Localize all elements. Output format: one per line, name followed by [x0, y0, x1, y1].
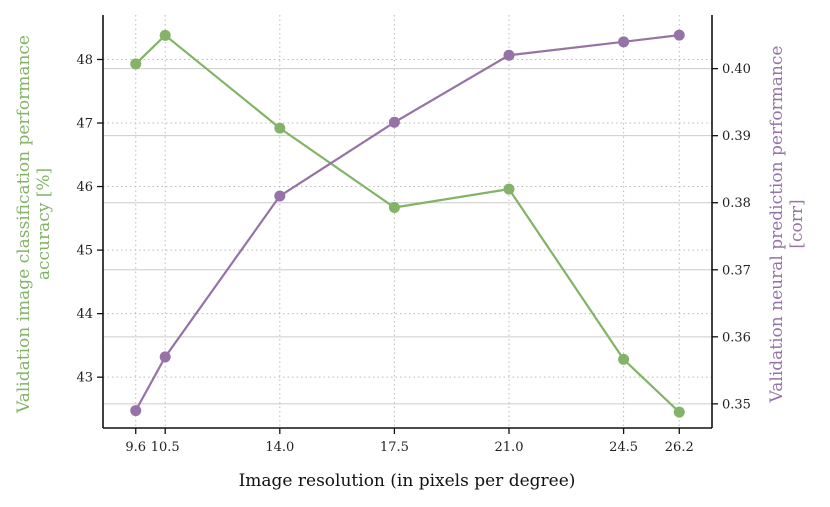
right-series-line — [134, 34, 680, 412]
right-series-point — [159, 351, 171, 363]
left-axis-title-line-2: accuracy [%] — [34, 168, 54, 280]
x-tick-label: 21.0 — [495, 440, 524, 455]
x-axis-title: Image resolution (in pixels per degree) — [239, 471, 576, 491]
x-tick-label: 26.2 — [665, 440, 694, 455]
left-y-tick-label: 46 — [76, 180, 93, 195]
right-y-tick-label: 0.35 — [722, 397, 751, 412]
right-axis-title-line-1: Validation neural prediction performance — [767, 46, 787, 404]
left-series-point — [274, 122, 286, 134]
right-axis-title-line-2: [corr] — [787, 199, 807, 248]
right-series-point — [503, 49, 515, 61]
left-y-tick-label: 48 — [76, 53, 93, 68]
left-series-point — [673, 406, 685, 418]
left-series-point — [159, 29, 171, 41]
left-y-tick-label: 45 — [76, 244, 93, 259]
right-series-point — [130, 405, 142, 417]
label-layer: Image resolution (in pixels per degree) … — [14, 35, 807, 491]
left-axis-title-line-1: Validation image classification performa… — [14, 35, 34, 414]
left-y-tick-label: 44 — [76, 307, 93, 322]
right-y-tick-label: 0.38 — [722, 196, 751, 211]
x-tick-label: 14.0 — [265, 440, 294, 455]
right-series-point — [673, 29, 685, 41]
x-tick-label: 24.5 — [609, 440, 638, 455]
left-series-line — [134, 34, 681, 413]
grid-layer — [103, 15, 712, 428]
left-y-tick-label: 43 — [76, 371, 93, 386]
right-y-tick-label: 0.36 — [722, 330, 751, 345]
left-series-point — [130, 58, 142, 70]
right-y-tick-label: 0.39 — [722, 129, 751, 144]
left-series-point — [503, 183, 515, 195]
right-y-tick-label: 0.37 — [722, 263, 751, 278]
x-tick-label: 10.5 — [151, 440, 180, 455]
axes-layer: 9.6 10.5 14.0 17.5 21.0 24.5 26.2 43 44 45 46 47 48 0… — [76, 15, 751, 455]
right-y-tick-label: 0.40 — [722, 62, 751, 77]
series-layer — [130, 29, 685, 418]
x-tick-label: 9.6 — [125, 440, 146, 455]
x-tick-label: 17.5 — [380, 440, 409, 455]
left-y-tick-label: 47 — [76, 117, 93, 132]
left-series-point — [388, 202, 400, 214]
right-series-point — [388, 116, 400, 128]
left-series-point — [618, 353, 630, 365]
right-series-point — [618, 36, 630, 48]
right-series-point — [274, 190, 286, 202]
